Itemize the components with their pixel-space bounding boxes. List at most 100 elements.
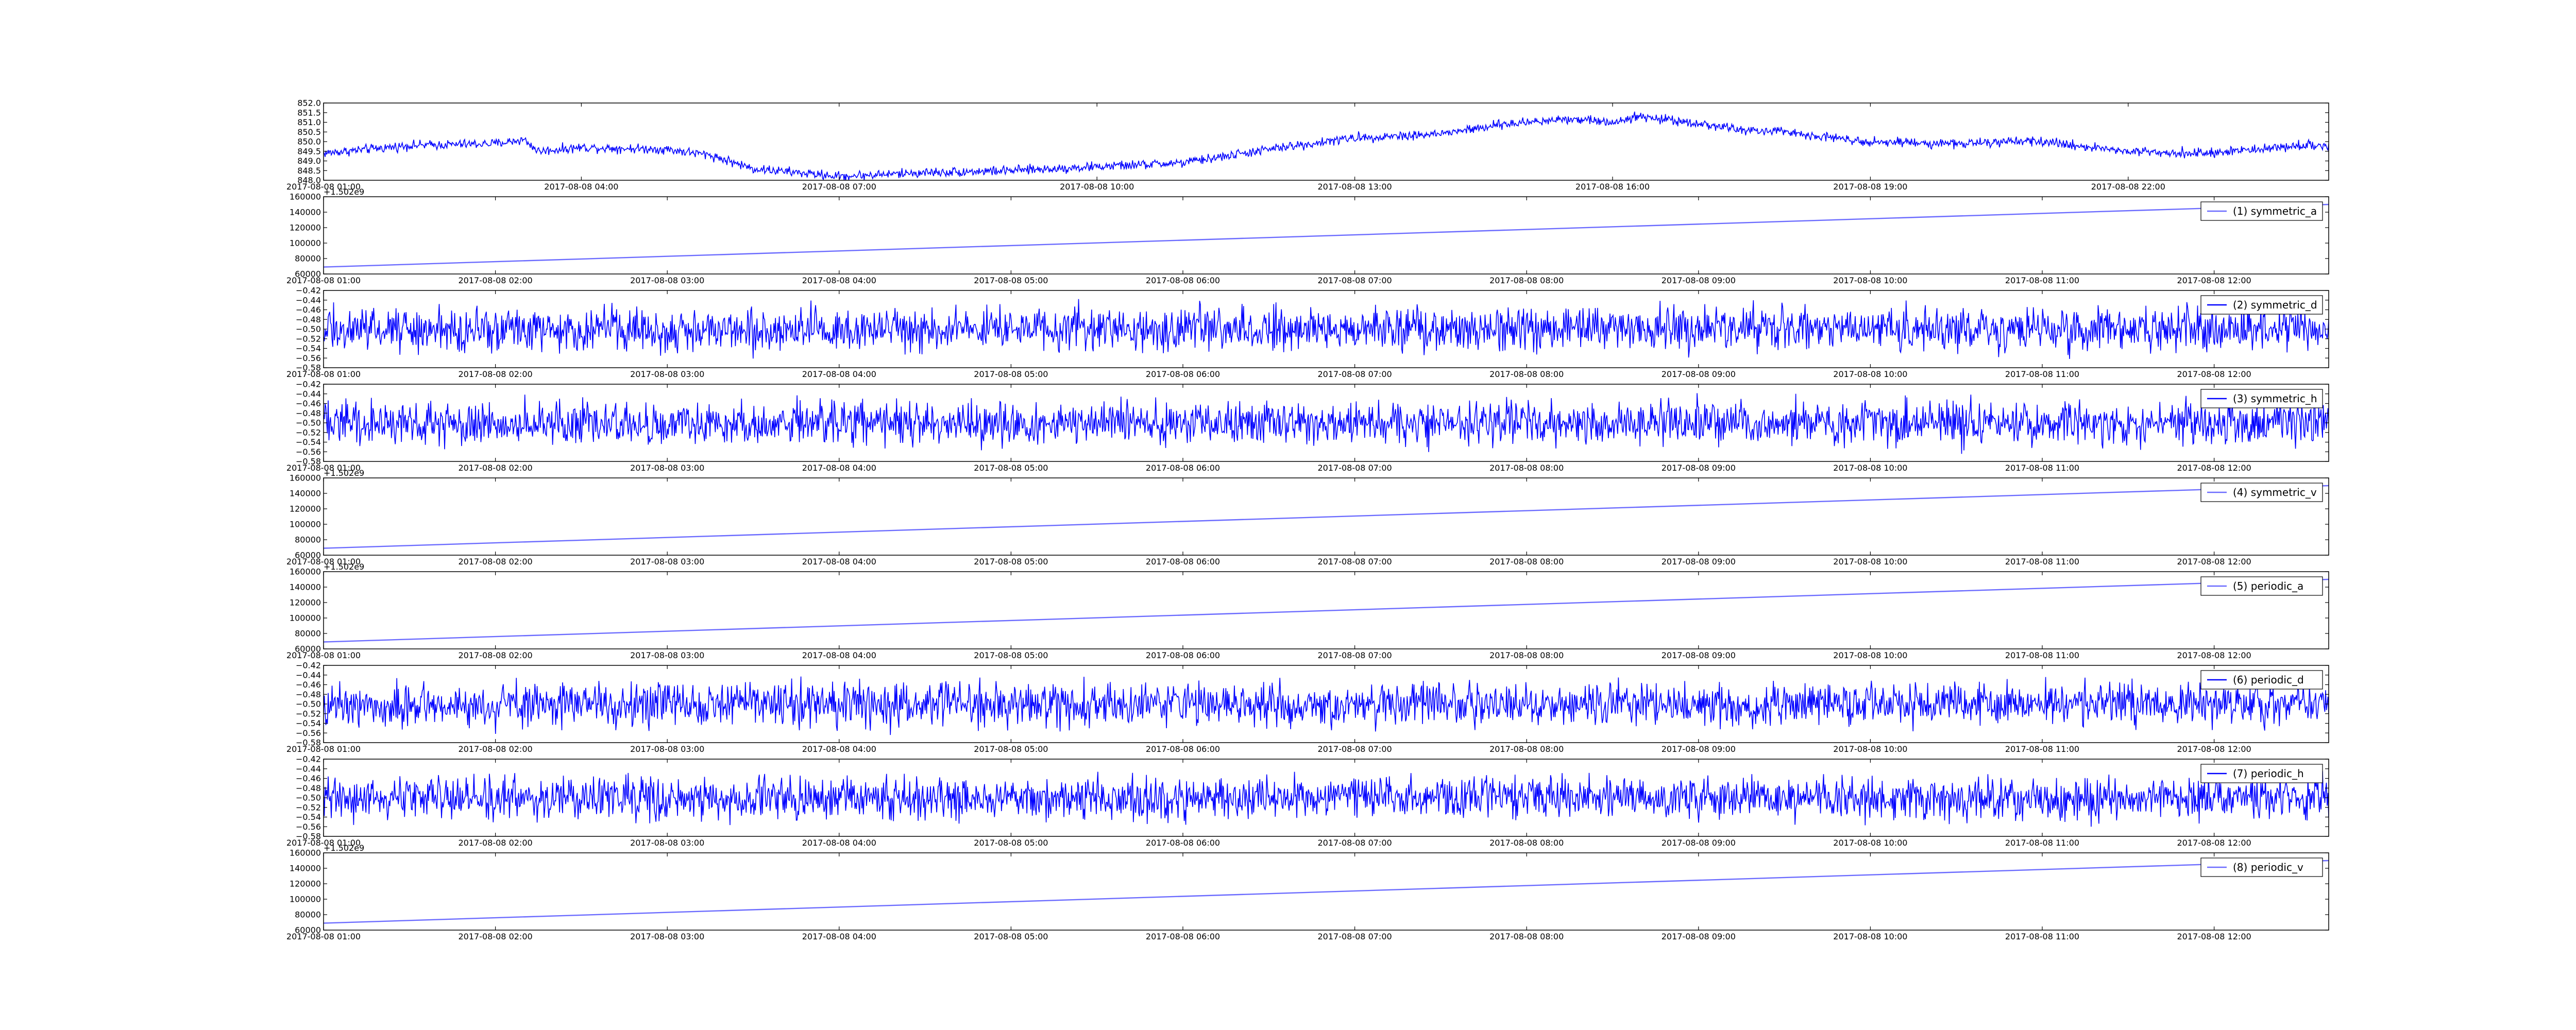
x-tick-label: 2017-08-08 10:00	[1060, 182, 1134, 192]
x-tick-label: 2017-08-08 11:00	[2005, 557, 2079, 566]
legend-label: (7) periodic_h	[2233, 767, 2304, 780]
x-tick-label: 2017-08-08 01:00	[286, 744, 361, 754]
y-tick-label: −0.50	[296, 418, 321, 428]
y-tick-label: 140000	[290, 864, 321, 873]
legend-label: (8) periodic_v	[2233, 861, 2303, 873]
y-tick-label: 80000	[295, 254, 321, 264]
y-tick-label: −0.56	[296, 447, 321, 457]
x-tick-label: 2017-08-08 06:00	[1146, 463, 1220, 473]
subplot-5: 60000 80000 100000 120000 140000 160000 2017-0…	[286, 468, 2329, 566]
x-tick-label: 2017-08-08 06:00	[1146, 650, 1220, 660]
x-tick-label: 2017-08-08 08:00	[1489, 932, 1564, 941]
y-tick-label: 120000	[290, 879, 321, 889]
x-tick-label: 2017-08-08 06:00	[1146, 744, 1220, 754]
y-offset-label: +1.502e9	[324, 187, 364, 197]
y-tick-label: −0.50	[296, 699, 321, 709]
y-tick-label: 140000	[290, 208, 321, 217]
x-tick-label: 2017-08-08 08:00	[1489, 838, 1564, 848]
y-tick-label: −0.46	[296, 680, 321, 690]
legend: (6) periodic_d	[2200, 670, 2323, 690]
subplot-1: 848.0848.5849.0849.5850.0850.5851.0851.5…	[286, 98, 2329, 192]
y-tick-label: 852.0	[297, 98, 321, 108]
legend-label: (1) symmetric_a	[2233, 205, 2317, 217]
y-tick-label: 60000	[295, 644, 321, 654]
y-tick-label: 120000	[290, 223, 321, 233]
y-offset-label: +1.502e9	[324, 468, 364, 478]
y-tick-label: −0.56	[296, 822, 321, 832]
y-tick-label: −0.58	[296, 832, 321, 842]
axes-frame	[323, 571, 2329, 649]
x-tick-label: 2017-08-08 09:00	[1662, 557, 1736, 566]
x-tick-label: 2017-08-08 03:00	[630, 369, 704, 379]
y-tick-label: −0.52	[296, 427, 321, 437]
legend: (5) periodic_a	[2200, 576, 2323, 596]
y-tick-label: 100000	[290, 613, 321, 623]
y-tick-label: −0.46	[296, 305, 321, 315]
y-tick-label: −0.46	[296, 774, 321, 783]
x-tick-label: 2017-08-08 11:00	[2005, 463, 2079, 473]
x-tick-label: 2017-08-08 09:00	[1662, 744, 1736, 754]
y-tick-label: −0.48	[296, 408, 321, 418]
x-tick-label: 2017-08-08 08:00	[1489, 369, 1564, 379]
x-tick-label: 2017-08-08 01:00	[286, 182, 361, 192]
x-tick-label: 2017-08-08 01:00	[286, 650, 361, 660]
y-tick-label: 160000	[290, 848, 321, 858]
x-tick-label: 2017-08-08 10:00	[1833, 744, 1907, 754]
x-tick-label: 2017-08-08 11:00	[2005, 838, 2079, 848]
axes-frame	[323, 477, 2329, 556]
series-line-7-1	[324, 676, 2329, 735]
y-tick-label: 120000	[290, 598, 321, 608]
x-tick-label: 2017-08-08 11:00	[2005, 932, 2079, 941]
x-tick-label: 2017-08-08 01:00	[286, 838, 361, 848]
x-tick-label: 2017-08-08 03:00	[630, 557, 704, 566]
subplot-4: −0.58−0.56−0.54−0.52−0.50−0.48−0.46−0.44…	[286, 380, 2329, 473]
x-tick-label: 2017-08-08 09:00	[1662, 932, 1736, 941]
x-tick-label: 2017-08-08 07:00	[1318, 744, 1392, 754]
y-tick-label: −0.52	[296, 802, 321, 812]
x-tick-label: 2017-08-08 12:00	[2177, 369, 2251, 379]
y-tick-label: 160000	[290, 567, 321, 577]
subplot-8: −0.58−0.56−0.54−0.52−0.50−0.48−0.46−0.44…	[286, 754, 2329, 848]
x-tick-label: 2017-08-08 02:00	[459, 650, 533, 660]
x-tick-label: 2017-08-08 07:00	[1318, 463, 1392, 473]
legend-label: (3) symmetric_h	[2233, 392, 2317, 405]
x-tick-label: 2017-08-08 07:00	[1318, 276, 1392, 285]
x-tick-label: 2017-08-08 05:00	[974, 650, 1048, 660]
x-tick-label: 2017-08-08 08:00	[1489, 744, 1564, 754]
y-tick-label: 851.0	[297, 117, 321, 127]
series-line-4-1	[324, 393, 2329, 454]
x-tick-label: 2017-08-08 10:00	[1833, 838, 1907, 848]
x-tick-label: 2017-08-08 07:00	[1318, 932, 1392, 941]
y-tick-label: −0.42	[296, 661, 321, 671]
y-tick-label: −0.44	[296, 295, 321, 305]
subplot-stack: 848.0848.5849.0849.5850.0850.5851.0851.5…	[286, 98, 2329, 941]
x-tick-label: 2017-08-08 09:00	[1662, 650, 1736, 660]
x-tick-label: 2017-08-08 04:00	[802, 276, 876, 285]
y-tick-label: 849.0	[297, 156, 321, 166]
y-tick-label: 850.0	[297, 137, 321, 147]
x-tick-label: 2017-08-08 01:00	[286, 932, 361, 941]
x-tick-label: 2017-08-08 12:00	[2177, 838, 2251, 848]
y-tick-label: −0.58	[296, 457, 321, 467]
x-tick-label: 2017-08-08 11:00	[2005, 369, 2079, 379]
axes-frame	[323, 852, 2329, 931]
x-tick-label: 2017-08-08 06:00	[1146, 932, 1220, 941]
axes-frame	[323, 196, 2329, 274]
y-tick-label: −0.54	[296, 437, 321, 447]
y-tick-label: −0.52	[296, 709, 321, 718]
x-tick-label: 2017-08-08 09:00	[1662, 276, 1736, 285]
x-tick-label: 2017-08-08 01:00	[286, 557, 361, 566]
y-tick-label: 160000	[290, 192, 321, 202]
legend: (8) periodic_v	[2200, 857, 2323, 877]
legend-label: (5) periodic_a	[2233, 580, 2303, 592]
subplot-7: −0.58−0.56−0.54−0.52−0.50−0.48−0.46−0.44…	[286, 661, 2329, 754]
x-tick-label: 2017-08-08 02:00	[459, 557, 533, 566]
y-tick-label: 80000	[295, 629, 321, 639]
y-tick-label: −0.56	[296, 353, 321, 363]
x-tick-label: 2017-08-08 09:00	[1662, 369, 1736, 379]
x-tick-label: 2017-08-08 08:00	[1489, 557, 1564, 566]
x-tick-label: 2017-08-08 12:00	[2177, 276, 2251, 285]
x-tick-label: 2017-08-08 02:00	[459, 463, 533, 473]
x-tick-label: 2017-08-08 04:00	[802, 932, 876, 941]
series-line-9-1	[324, 860, 2329, 924]
